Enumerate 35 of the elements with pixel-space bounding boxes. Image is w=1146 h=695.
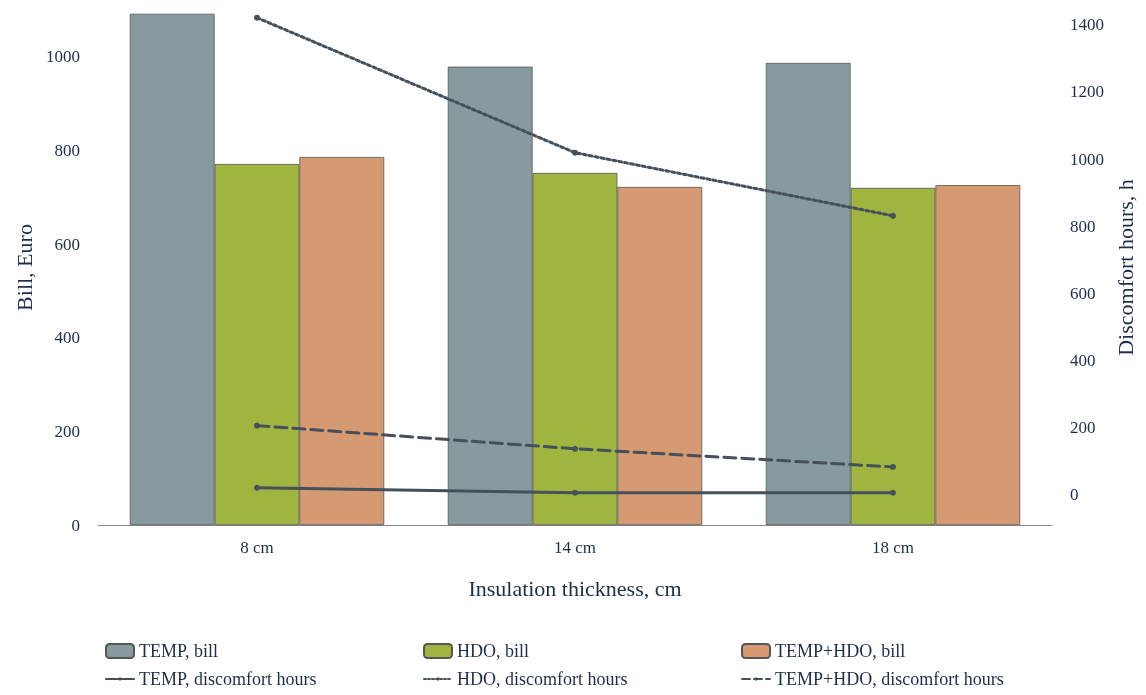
y2-tick-label: 1400 bbox=[1070, 15, 1104, 35]
legend-label: HDO, bill bbox=[457, 641, 529, 661]
y2-tick-label: 1000 bbox=[1070, 149, 1104, 169]
x-tick-label: 18 cm bbox=[871, 538, 915, 557]
point bbox=[890, 489, 896, 496]
legend-label: HDO, discomfort hours bbox=[457, 669, 628, 689]
y2-tick-label: 200 bbox=[1070, 418, 1096, 438]
point bbox=[254, 14, 260, 21]
legend-label: TEMP+HDO, bill bbox=[775, 641, 906, 661]
y-tick-label: 800 bbox=[54, 140, 80, 160]
y2-tick-label: 600 bbox=[1070, 283, 1096, 303]
y2-tick-label: 400 bbox=[1070, 351, 1096, 370]
legend-label: TEMP+HDO, discomfort hours bbox=[775, 669, 1004, 689]
y-tick-label: 0 bbox=[71, 515, 80, 535]
legend-label: TEMP, bill bbox=[139, 641, 219, 661]
point bbox=[890, 212, 896, 219]
point bbox=[890, 463, 896, 470]
point bbox=[572, 489, 578, 496]
y2-axis-title: Discomfort hours, h bbox=[1113, 179, 1139, 356]
point bbox=[572, 149, 578, 156]
y-tick-label: 1000 bbox=[46, 47, 80, 67]
point bbox=[254, 484, 260, 491]
y2-tick-label: 800 bbox=[1070, 216, 1096, 236]
y-tick-label: 600 bbox=[54, 234, 80, 254]
point bbox=[572, 445, 578, 452]
x-axis-title: Insulation thickness, cm bbox=[468, 575, 682, 601]
y-tick-label: 400 bbox=[54, 328, 80, 348]
y2-tick-label: 0 bbox=[1070, 485, 1079, 505]
legend-label: TEMP, discomfort hours bbox=[139, 669, 317, 689]
x-tick-label: 14 cm bbox=[553, 538, 597, 557]
y-tick-label: 200 bbox=[54, 421, 80, 441]
point bbox=[254, 422, 260, 429]
y-axis-title: Bill, Euro bbox=[11, 224, 37, 311]
x-tick-label: 8 cm bbox=[240, 538, 274, 557]
y2-tick-label: 1200 bbox=[1070, 82, 1104, 102]
